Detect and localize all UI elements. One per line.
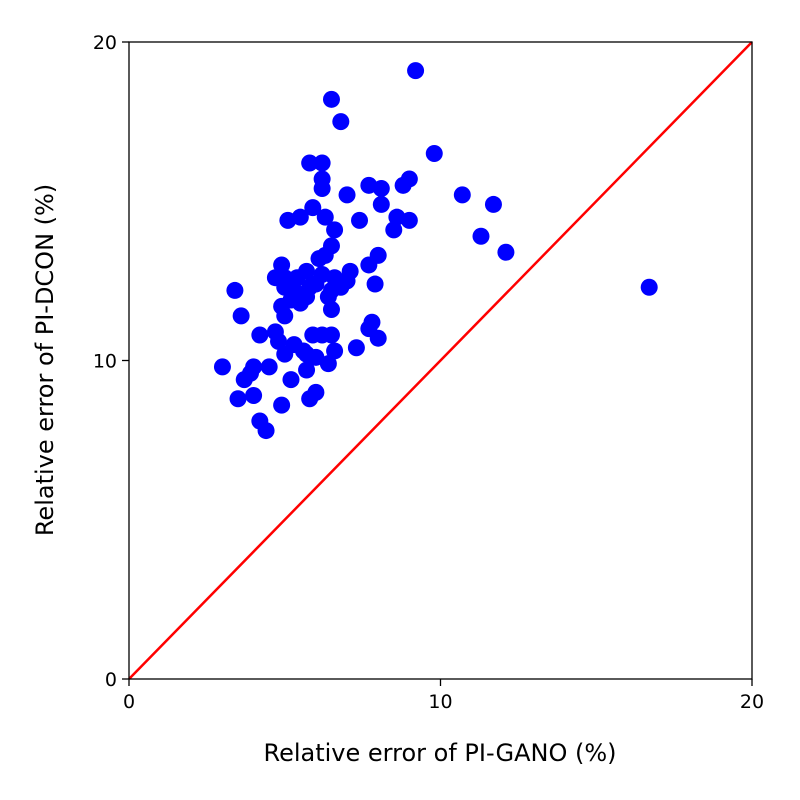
data-point bbox=[232, 307, 250, 325]
data-point bbox=[304, 199, 322, 217]
data-point bbox=[497, 243, 515, 261]
data-point bbox=[313, 180, 331, 198]
data-point bbox=[257, 422, 275, 440]
data-point bbox=[453, 186, 471, 204]
data-point bbox=[298, 361, 316, 379]
data-point bbox=[319, 355, 337, 373]
data-point bbox=[226, 281, 244, 299]
data-point bbox=[372, 195, 390, 213]
data-point bbox=[360, 256, 378, 274]
data-point bbox=[229, 390, 247, 408]
data-point bbox=[301, 390, 319, 408]
data-point bbox=[369, 329, 387, 347]
data-point bbox=[332, 113, 350, 131]
data-point bbox=[251, 326, 269, 344]
data-point bbox=[385, 221, 403, 239]
data-point bbox=[245, 387, 263, 405]
y-tick-label: 0 bbox=[105, 669, 117, 691]
y-tick-label: 10 bbox=[93, 351, 117, 373]
x-axis-label: Relative error of PI-GANO (%) bbox=[263, 739, 616, 767]
data-point bbox=[273, 256, 291, 274]
data-point bbox=[270, 332, 288, 350]
data-point bbox=[366, 275, 384, 293]
data-point bbox=[640, 278, 658, 296]
data-point bbox=[332, 278, 350, 296]
data-point bbox=[326, 342, 344, 360]
x-tick-label: 0 bbox=[123, 691, 135, 713]
x-tick-label: 10 bbox=[428, 691, 452, 713]
data-point bbox=[322, 326, 340, 344]
y-tick-label: 20 bbox=[93, 32, 117, 54]
data-point bbox=[276, 307, 294, 325]
data-point bbox=[407, 62, 425, 80]
data-point bbox=[319, 288, 337, 306]
data-point bbox=[307, 275, 325, 293]
data-point bbox=[282, 371, 300, 389]
data-point bbox=[372, 180, 390, 198]
data-point bbox=[260, 358, 278, 376]
data-point bbox=[322, 301, 340, 319]
data-point bbox=[313, 154, 331, 172]
data-point bbox=[288, 269, 306, 287]
data-point bbox=[301, 154, 319, 172]
data-point bbox=[484, 195, 502, 213]
data-point bbox=[322, 90, 340, 108]
y-axis-label: Relative error of PI-DCON (%) bbox=[31, 184, 59, 536]
data-point bbox=[235, 371, 253, 389]
data-point bbox=[338, 186, 356, 204]
data-point bbox=[400, 211, 418, 229]
data-point bbox=[400, 170, 418, 188]
data-point bbox=[291, 294, 309, 312]
reference-line bbox=[128, 41, 753, 680]
data-point bbox=[273, 396, 291, 414]
x-tick-label: 20 bbox=[740, 691, 764, 713]
data-point bbox=[326, 221, 344, 239]
data-point bbox=[472, 227, 490, 245]
data-point bbox=[276, 345, 294, 363]
data-point bbox=[213, 358, 231, 376]
data-point bbox=[316, 246, 334, 264]
data-point bbox=[351, 211, 369, 229]
x-axis-ticks: 0 10 20 bbox=[123, 679, 764, 713]
data-point bbox=[279, 211, 297, 229]
data-point bbox=[316, 208, 334, 226]
points-layer bbox=[213, 62, 658, 440]
data-point bbox=[347, 339, 365, 357]
y-axis-ticks: 0 10 20 bbox=[93, 32, 129, 691]
data-point bbox=[425, 144, 443, 162]
